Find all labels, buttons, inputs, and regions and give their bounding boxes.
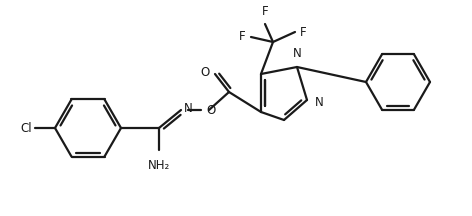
Text: F: F <box>261 5 268 18</box>
Text: N: N <box>184 103 193 116</box>
Text: F: F <box>239 30 246 43</box>
Text: Cl: Cl <box>20 121 32 135</box>
Text: NH₂: NH₂ <box>148 159 170 172</box>
Text: F: F <box>300 25 307 38</box>
Text: O: O <box>206 103 215 116</box>
Text: N: N <box>293 47 302 60</box>
Text: N: N <box>315 95 324 108</box>
Text: O: O <box>201 65 210 78</box>
